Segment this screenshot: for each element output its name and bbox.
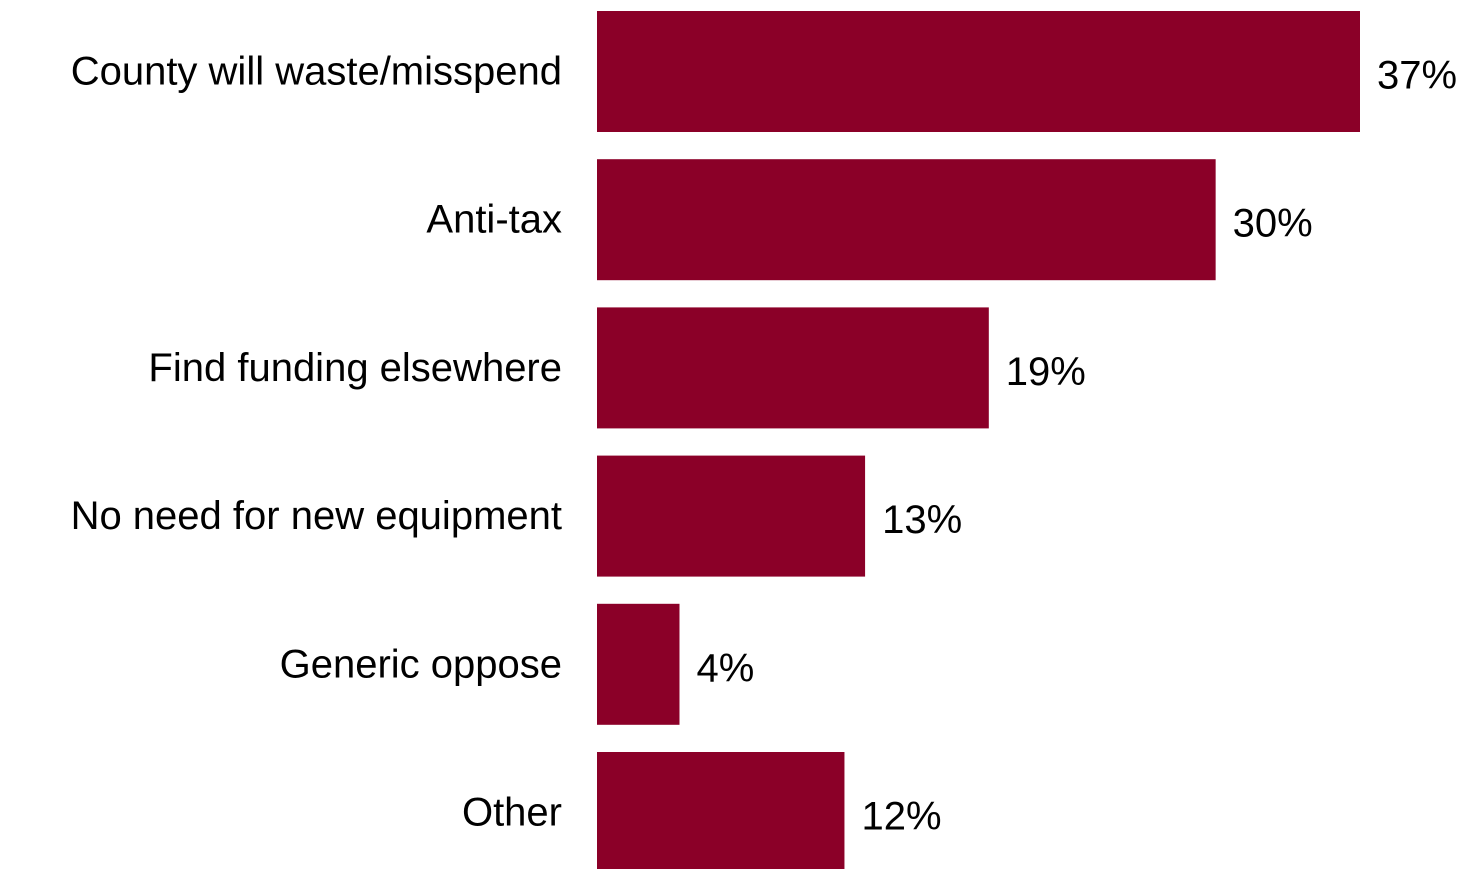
bar — [597, 11, 1360, 132]
category-label: Anti-tax — [426, 198, 562, 242]
value-labels-group: 37% 30% 19% 13% 4% 12% — [696, 54, 1457, 839]
bars-group — [597, 11, 1360, 869]
data-label: 37% — [1377, 54, 1457, 98]
data-label: 19% — [1006, 350, 1086, 394]
data-label: 13% — [882, 498, 962, 542]
category-label: Other — [462, 791, 562, 835]
data-label: 12% — [861, 795, 941, 839]
category-label: County will waste/misspend — [71, 50, 562, 94]
bar — [597, 307, 989, 429]
category-label: Generic oppose — [280, 642, 562, 686]
data-label: 4% — [696, 646, 754, 690]
data-label: 30% — [1233, 202, 1313, 246]
bar — [597, 603, 680, 725]
bar — [597, 159, 1216, 281]
bar — [597, 752, 845, 869]
category-label: Find funding elsewhere — [148, 346, 562, 390]
category-axis: County will waste/misspend Anti-tax Find f… — [71, 50, 562, 835]
bar — [597, 455, 866, 577]
category-label: No need for new equipment — [71, 494, 562, 538]
